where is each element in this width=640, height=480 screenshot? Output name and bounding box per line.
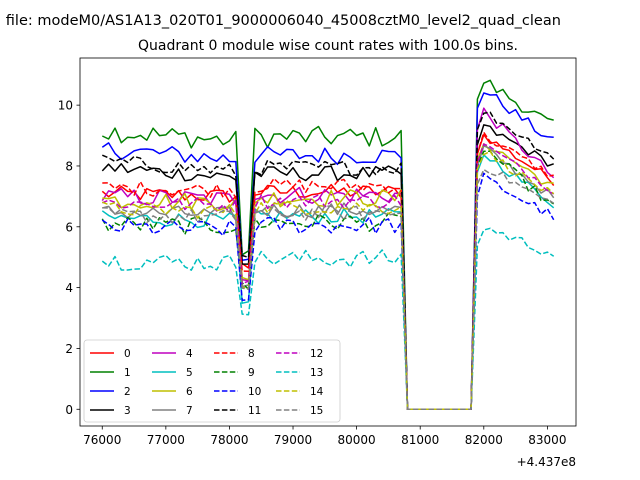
x-tick-label: 82000 bbox=[465, 433, 503, 447]
series-line-9 bbox=[101, 150, 555, 411]
y-tick-label: 2 bbox=[65, 342, 73, 356]
legend-label-5: 5 bbox=[186, 367, 193, 379]
x-offset-label: +4.437e8 bbox=[517, 455, 576, 469]
figure-suptitle: n file: modeM0/AS1A13_020T01_9000006040_… bbox=[0, 13, 561, 29]
legend-label-0: 0 bbox=[124, 348, 131, 360]
legend-label-11: 11 bbox=[248, 405, 261, 417]
legend-box bbox=[83, 339, 341, 423]
x-tick-label: 77000 bbox=[147, 433, 185, 447]
series-line-2 bbox=[101, 92, 554, 411]
legend-label-8: 8 bbox=[248, 348, 255, 360]
legend-label-7: 7 bbox=[186, 405, 193, 417]
y-tick-label: 10 bbox=[58, 99, 73, 113]
x-tick-label: 81000 bbox=[401, 433, 439, 447]
legend-label-3: 3 bbox=[124, 405, 131, 417]
y-tick-label: 4 bbox=[65, 281, 73, 295]
series-line-7 bbox=[102, 145, 555, 411]
x-tick-label: 80000 bbox=[338, 433, 376, 447]
series-line-3 bbox=[101, 124, 554, 411]
series-line-14 bbox=[102, 150, 555, 411]
legend-label-10: 10 bbox=[248, 386, 261, 398]
series-line-6 bbox=[102, 143, 554, 411]
x-tick-label: 76000 bbox=[83, 433, 121, 447]
axes-frame bbox=[79, 57, 577, 427]
series-line-1 bbox=[101, 79, 554, 411]
legend-label-14: 14 bbox=[310, 386, 324, 398]
legend-label-4: 4 bbox=[186, 348, 193, 360]
legend-label-6: 6 bbox=[186, 386, 193, 398]
legend-label-15: 15 bbox=[310, 405, 323, 417]
legend-label-2: 2 bbox=[124, 386, 131, 398]
series-line-11 bbox=[102, 111, 555, 411]
x-tick-label: 79000 bbox=[274, 433, 312, 447]
series-line-12 bbox=[102, 143, 555, 411]
series-line-10 bbox=[101, 172, 555, 411]
legend-label-12: 12 bbox=[310, 348, 323, 360]
y-tick-label: 8 bbox=[65, 159, 73, 173]
x-tick-label: 83000 bbox=[528, 433, 566, 447]
y-tick-label: 0 bbox=[65, 403, 73, 417]
legend-label-13: 13 bbox=[310, 367, 323, 379]
series-line-13 bbox=[101, 227, 555, 411]
x-tick-label: 78000 bbox=[210, 433, 248, 447]
series-line-8 bbox=[102, 131, 554, 411]
chart-title: Quadrant 0 module wise count rates with … bbox=[138, 38, 518, 54]
legend-label-1: 1 bbox=[124, 367, 131, 379]
y-tick-label: 6 bbox=[65, 220, 73, 234]
series-line-15 bbox=[102, 168, 555, 411]
plot-area bbox=[101, 79, 555, 411]
legend-label-9: 9 bbox=[248, 367, 255, 379]
axes: 76000 77000 78000 79000 80000 81000 82000 83000… bbox=[58, 57, 577, 447]
